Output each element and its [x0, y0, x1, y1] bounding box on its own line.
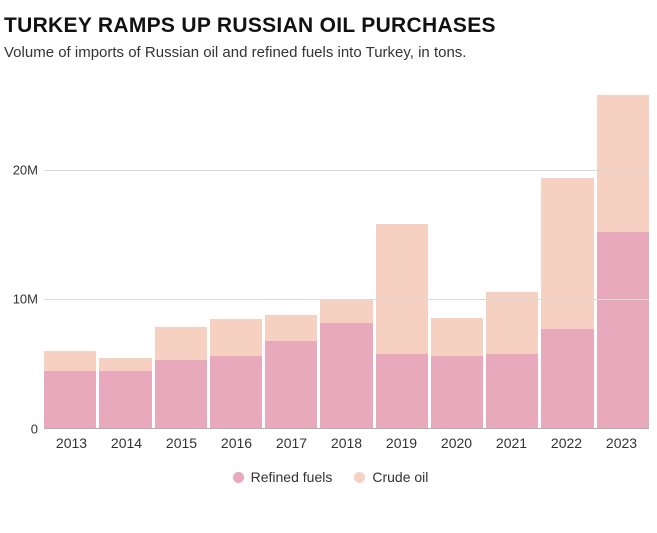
x-tick-label: 2017 [264, 429, 319, 459]
legend-label: Crude oil [372, 469, 428, 485]
x-tick-label: 2014 [99, 429, 154, 459]
y-tick-label: 20M [13, 162, 38, 177]
legend: Refined fuels Crude oil [4, 469, 657, 485]
y-tick-label: 0 [31, 422, 38, 437]
bar-segment-crude-oil [597, 95, 649, 232]
bar-segment-refined-fuels [265, 341, 317, 429]
x-tick-label: 2020 [429, 429, 484, 459]
bar-segment-refined-fuels [486, 354, 538, 429]
bar-segment-crude-oil [265, 315, 317, 341]
bar-segment-refined-fuels [597, 232, 649, 429]
gridline [44, 299, 649, 300]
bar-segment-refined-fuels [376, 354, 428, 429]
bar-column [155, 79, 207, 429]
bar-segment-crude-oil [376, 224, 428, 354]
bar-segment-refined-fuels [155, 360, 207, 429]
legend-swatch [354, 472, 365, 483]
x-tick-label: 2021 [484, 429, 539, 459]
bar-column [486, 79, 538, 429]
y-tick-label: 10M [13, 292, 38, 307]
bar-segment-crude-oil [99, 358, 151, 371]
bar-segment-crude-oil [155, 327, 207, 361]
bar-segment-crude-oil [44, 351, 96, 370]
bar-column [376, 79, 428, 429]
bar-column [320, 79, 372, 429]
x-tick-label: 2018 [319, 429, 374, 459]
bar-segment-refined-fuels [320, 323, 372, 429]
bar-segment-refined-fuels [99, 371, 151, 429]
chart-title: TURKEY RAMPS UP RUSSIAN OIL PURCHASES [4, 14, 657, 38]
bar-segment-crude-oil [431, 318, 483, 357]
gridline [44, 170, 649, 171]
y-axis: 010M20M [4, 79, 44, 429]
legend-label: Refined fuels [251, 469, 333, 485]
bar-segment-refined-fuels [431, 356, 483, 429]
legend-item: Crude oil [354, 469, 428, 485]
x-tick-label: 2022 [539, 429, 594, 459]
bar-column [99, 79, 151, 429]
plot-area [44, 79, 649, 429]
bar-segment-crude-oil [486, 292, 538, 354]
x-tick-label: 2023 [594, 429, 649, 459]
legend-swatch [233, 472, 244, 483]
chart-subtitle: Volume of imports of Russian oil and ref… [4, 44, 657, 61]
bar-column [265, 79, 317, 429]
x-axis: 2013201420152016201720182019202020212022… [44, 429, 649, 459]
x-tick-label: 2016 [209, 429, 264, 459]
bar-column [44, 79, 96, 429]
legend-item: Refined fuels [233, 469, 333, 485]
bars-container [44, 79, 649, 429]
bar-column [431, 79, 483, 429]
x-tick-label: 2015 [154, 429, 209, 459]
bar-column [541, 79, 593, 429]
bar-segment-refined-fuels [541, 329, 593, 429]
x-tick-label: 2013 [44, 429, 99, 459]
chart: 0 10M 20M 20132014201520162017201820192020… [4, 79, 657, 459]
x-tick-label: 2019 [374, 429, 429, 459]
bar-segment-crude-oil [541, 178, 593, 330]
bar-segment-refined-fuels [44, 371, 96, 429]
bar-column [597, 79, 649, 429]
bar-column [210, 79, 262, 429]
bar-segment-crude-oil [320, 299, 372, 322]
bar-segment-crude-oil [210, 319, 262, 357]
bar-segment-refined-fuels [210, 356, 262, 429]
